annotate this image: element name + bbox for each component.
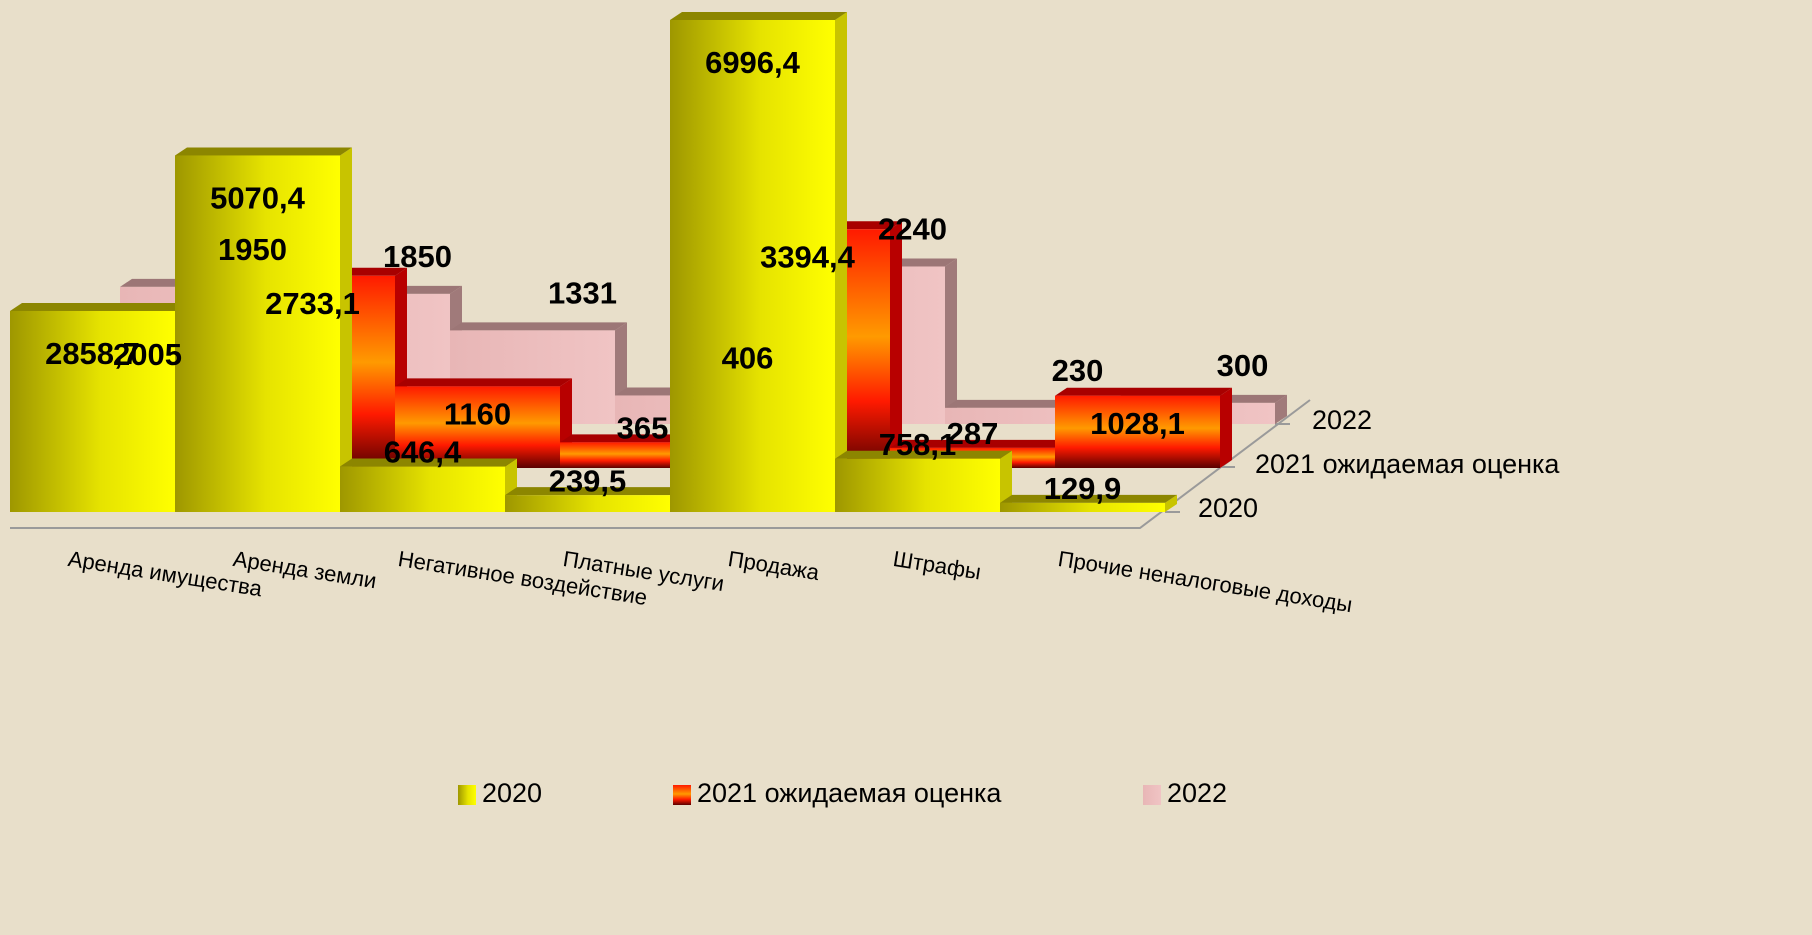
value-label: 2858,7	[45, 336, 140, 371]
bar-top	[835, 450, 1012, 459]
bar	[1055, 395, 1220, 468]
value-label: 129,9	[1044, 471, 1122, 506]
bar	[175, 155, 340, 512]
value-label: 1160	[444, 397, 511, 432]
bar	[505, 495, 670, 512]
bar-side	[890, 221, 902, 468]
bar	[395, 386, 560, 468]
bar-side	[835, 12, 847, 512]
value-label: 300	[1217, 348, 1269, 383]
bar	[340, 466, 505, 512]
depth-label: 2020	[1198, 493, 1258, 523]
value-label: 1950	[218, 232, 287, 267]
bar-side	[340, 147, 352, 512]
bar	[670, 20, 835, 512]
value-label: 287	[947, 416, 999, 451]
floor	[10, 399, 1311, 529]
legend-marker	[673, 785, 691, 805]
bar	[10, 310, 175, 512]
bar-top	[175, 147, 352, 156]
value-label: 2240	[878, 212, 947, 247]
bar-top	[10, 302, 187, 311]
bars	[10, 12, 1287, 512]
legend-marker	[1143, 785, 1161, 805]
depth-label: 2022	[1312, 405, 1372, 435]
value-label: 2733,1	[265, 286, 360, 321]
depth-label: 2021 ожидаемая оценка	[1255, 449, 1560, 479]
value-label: 365	[617, 411, 669, 446]
value-label: 1331	[548, 276, 617, 311]
bar-top	[395, 378, 572, 387]
bar-side	[945, 258, 957, 424]
legend-label: 2021 ожидаемая оценка	[697, 778, 1002, 808]
x-tick-label: Прочие неналоговые доходы	[1056, 546, 1354, 617]
value-label: 406	[722, 341, 774, 376]
bar	[1000, 502, 1165, 512]
value-label: 1028,1	[1090, 406, 1185, 441]
value-label: 6996,4	[705, 45, 801, 80]
bar-top	[505, 487, 682, 496]
bar-side	[1275, 394, 1287, 424]
bar-top	[1055, 387, 1232, 396]
labels: 1950 1850 1331 406 2240 230 300 2005 2733,1 1160 3…	[45, 45, 1268, 506]
value-label: 239,5	[549, 463, 627, 498]
bar	[835, 458, 1000, 512]
value-label: 1850	[383, 239, 452, 274]
value-label: 230	[1052, 353, 1104, 388]
bar-top	[450, 322, 627, 331]
legend-marker	[458, 785, 476, 805]
value-label: 5070,4	[210, 181, 306, 216]
legend-label: 2020	[482, 778, 542, 808]
x-tick-label: Штрафы	[891, 546, 982, 585]
bar-top	[340, 458, 517, 467]
bar-top	[670, 12, 847, 20]
value-label: 2005	[113, 337, 182, 372]
bar-side	[1220, 387, 1232, 468]
value-label: 646,4	[384, 435, 462, 470]
legend-label: 2022	[1167, 778, 1227, 808]
x-tick-label: Продажа	[726, 546, 821, 585]
bar-side	[1000, 450, 1012, 512]
bar-side	[1165, 494, 1177, 512]
value-label: 3394,4	[760, 239, 856, 274]
value-label: 758,1	[879, 427, 957, 462]
floor-edge	[10, 399, 1311, 529]
bar-top	[890, 439, 1067, 448]
bar-top	[1000, 494, 1177, 503]
